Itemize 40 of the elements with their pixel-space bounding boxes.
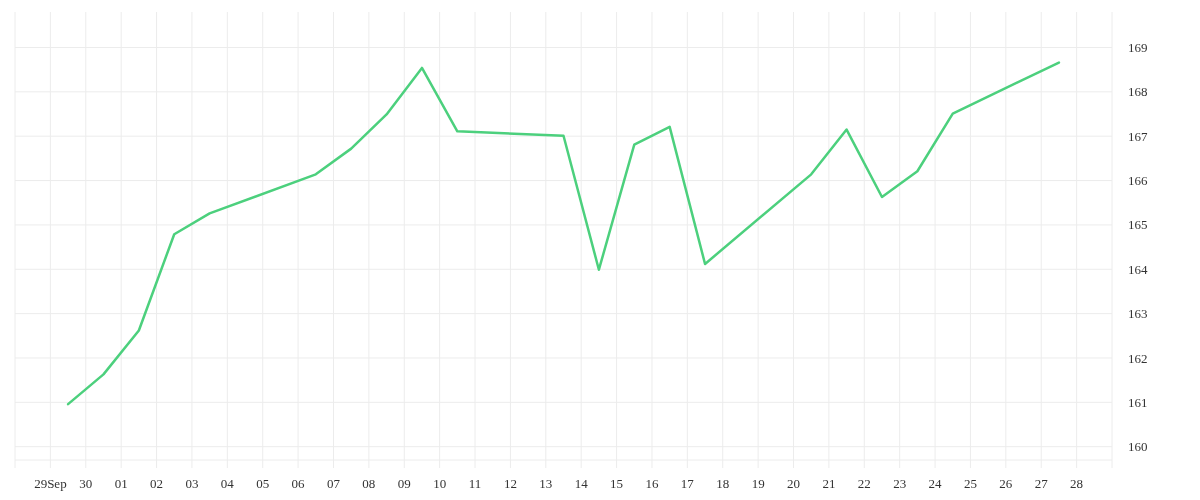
x-tick-label: 23 [893, 476, 907, 491]
y-tick-label: 164 [1128, 261, 1148, 277]
x-tick-label: 02 [150, 476, 164, 491]
x-tick-label: 05 [256, 476, 270, 491]
y-tick-label: 165 [1128, 217, 1148, 233]
x-tick-label: 06 [291, 476, 306, 491]
x-tick-label: 14 [574, 476, 589, 491]
x-tick-label: 27 [1034, 476, 1049, 491]
x-tick-label: 18 [716, 476, 730, 491]
x-tick-label: 11 [468, 476, 482, 491]
x-tick-label: 25 [963, 476, 977, 491]
x-tick-label: 17 [680, 476, 695, 491]
y-tick-label: 167 [1128, 128, 1148, 144]
x-tick-label: 30 [79, 476, 93, 491]
x-tick-label: 09 [397, 476, 411, 491]
y-tick-label: 163 [1128, 306, 1148, 322]
y-tick-label: 168 [1128, 84, 1148, 100]
x-tick-label: 01 [114, 476, 128, 491]
x-tick-label: 19 [751, 476, 765, 491]
y-tick-label: 169 [1128, 40, 1148, 56]
x-tick-label: 24 [928, 476, 943, 491]
x-tick-label: 28 [1070, 476, 1084, 491]
x-tick-label: 20 [787, 476, 801, 491]
x-tick-label: 07 [326, 476, 341, 491]
y-tick-label: 161 [1128, 394, 1148, 410]
y-tick-label: 160 [1128, 439, 1148, 455]
x-tick-label: 10 [433, 476, 447, 491]
x-tick-label: 03 [185, 476, 199, 491]
x-tick-label: 26 [999, 476, 1013, 491]
x-tick-label: 15 [610, 476, 624, 491]
y-tick-label: 162 [1128, 350, 1148, 366]
x-tick-label: 22 [857, 476, 871, 491]
x-tick-label: 13 [539, 476, 553, 491]
x-tick-label: 04 [220, 476, 235, 491]
x-tick-label: 08 [362, 476, 376, 491]
x-tick-label: 21 [822, 476, 836, 491]
x-tick-label: 12 [503, 476, 517, 491]
y-tick-label: 166 [1128, 173, 1148, 189]
x-tick-label: 29Sep [34, 476, 67, 491]
x-tick-label: 16 [645, 476, 659, 491]
